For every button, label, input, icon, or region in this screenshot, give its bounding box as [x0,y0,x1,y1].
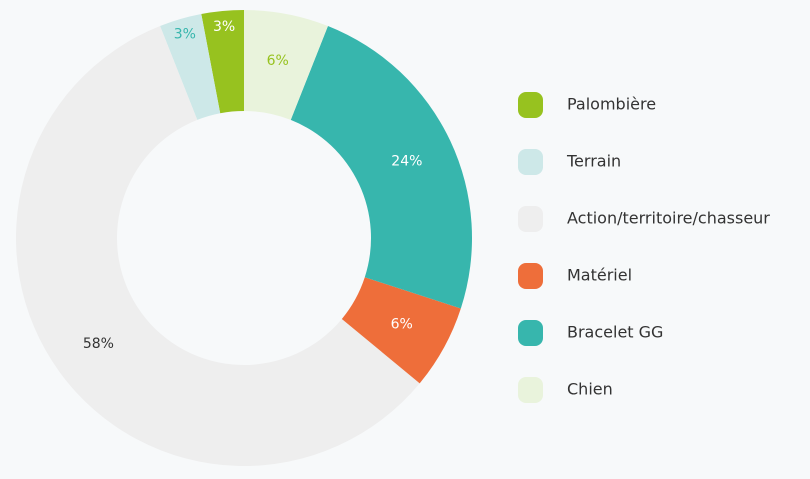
donut-slice [244,10,328,120]
slice-label: 3% [213,19,235,35]
legend-swatch [518,263,543,289]
legend-swatch [518,92,543,118]
donut-slice [341,277,461,384]
slice-label: 24% [391,153,422,169]
legend-label: Chien [567,380,613,399]
legend-swatch [518,320,543,346]
legend-label: Terrain [566,152,621,171]
slice-label: 3% [174,26,196,42]
slice-label: 58% [83,336,114,352]
legend-label: Matériel [567,266,632,285]
donut-slice [201,10,244,114]
legend-label: Bracelet GG [567,323,663,342]
legend-swatch [518,206,543,232]
legend-swatch [518,149,543,175]
donut-slice [15,26,420,467]
legend-label: Palombière [567,95,656,114]
legend-swatch [518,377,543,403]
legend-label: Action/territoire/chasseur [567,209,770,228]
slice-label: 6% [267,53,289,69]
donut-slice [290,26,472,309]
slice-label: 6% [391,317,413,333]
donut-slice [160,14,221,120]
